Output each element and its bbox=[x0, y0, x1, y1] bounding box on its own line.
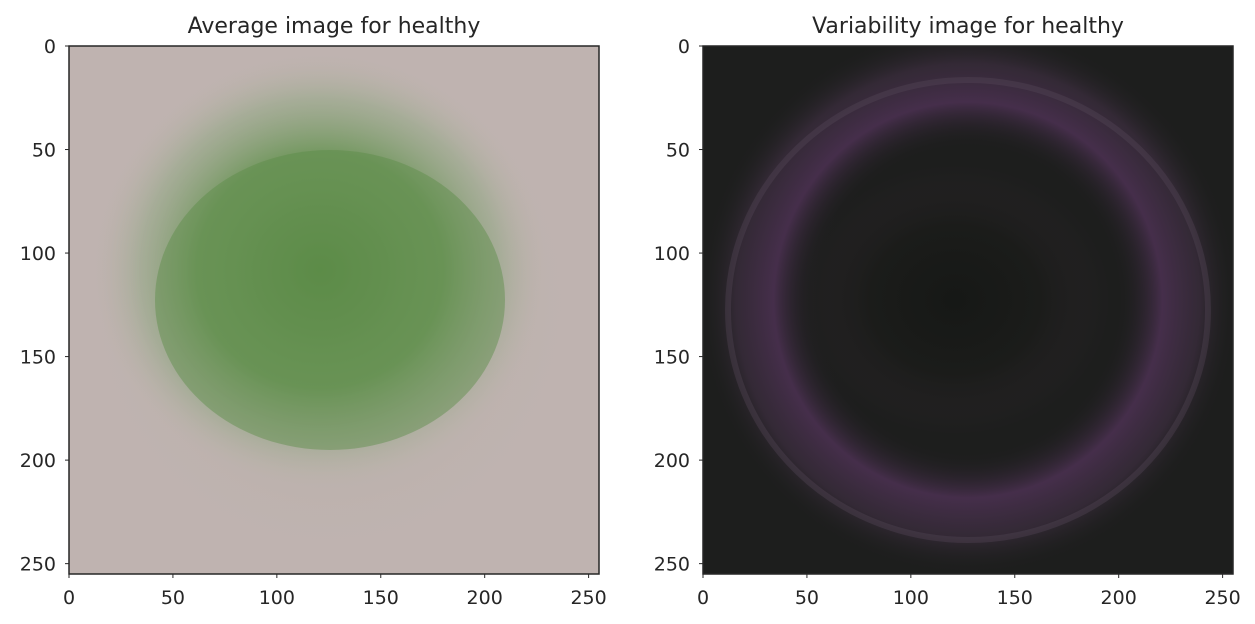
average-image-y-tick-label: 50 bbox=[32, 140, 56, 162]
variability-image-heatmap bbox=[703, 46, 1233, 574]
average-image-y-tick-label: 250 bbox=[20, 554, 56, 576]
variability-image-outline bbox=[725, 77, 1211, 543]
average-image-y-tick-label: 100 bbox=[20, 243, 56, 265]
variability-image-x-tick-label: 200 bbox=[1101, 587, 1137, 609]
variability-image-ticks: 0 50 100 150 200 250 0 50 100 150 200 250 bbox=[654, 36, 1241, 609]
variability-image-core bbox=[800, 165, 1110, 435]
average-image-core bbox=[155, 150, 505, 450]
average-image-x-tick-label: 200 bbox=[467, 587, 503, 609]
average-image-x-tick-label: 0 bbox=[63, 587, 75, 609]
variability-image-y-tick-label: 50 bbox=[666, 140, 690, 162]
average-image-ticks: 0 50 100 150 200 250 0 50 100 150 200 250 bbox=[20, 36, 607, 609]
average-image-y-tick-label: 150 bbox=[20, 347, 56, 369]
variability-image-y-tick-label: 200 bbox=[654, 450, 690, 472]
variability-image-y-tick-label: 250 bbox=[654, 554, 690, 576]
average-image-leaf-region bbox=[95, 55, 545, 485]
average-image-heatmap bbox=[69, 46, 599, 574]
average-image-frame bbox=[68, 45, 600, 575]
variability-image-x-tick-label: 100 bbox=[893, 587, 929, 609]
variability-image-y-tick-label: 150 bbox=[654, 347, 690, 369]
average-image-panel: Average image for healthy 0 50 100 150 200 25… bbox=[20, 14, 607, 609]
variability-image-x-tick-label: 150 bbox=[997, 587, 1033, 609]
average-image-x-tick-label: 150 bbox=[363, 587, 399, 609]
variability-image-panel: Variability image for healthy 0 50 100 150 2… bbox=[654, 14, 1241, 609]
variability-image-x-tick-label: 50 bbox=[795, 587, 819, 609]
variability-image-title: Variability image for healthy bbox=[812, 14, 1124, 39]
variability-image-x-tick-label: 250 bbox=[1204, 587, 1240, 609]
variability-image-y-tick-label: 100 bbox=[654, 243, 690, 265]
average-image-title: Average image for healthy bbox=[188, 14, 481, 39]
average-image-x-tick-label: 250 bbox=[570, 587, 606, 609]
average-image-y-tick-label: 200 bbox=[20, 450, 56, 472]
average-image-x-tick-label: 50 bbox=[161, 587, 185, 609]
variability-image-x-tick-label: 0 bbox=[697, 587, 709, 609]
average-image-x-tick-label: 100 bbox=[259, 587, 295, 609]
variability-image-frame bbox=[702, 45, 1234, 575]
average-image-y-tick-label: 0 bbox=[44, 36, 56, 58]
variability-image-y-tick-label: 0 bbox=[678, 36, 690, 58]
